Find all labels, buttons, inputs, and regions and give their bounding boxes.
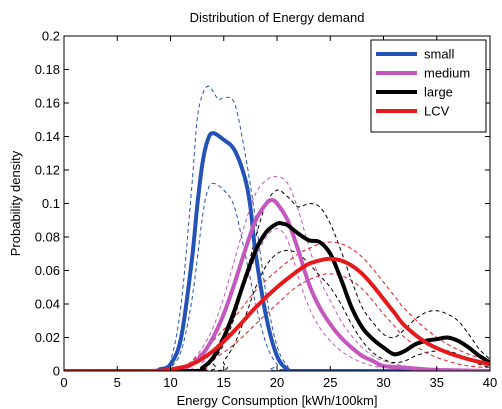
x-tick-label: 0 (60, 375, 67, 390)
legend-label-lcv: LCV (424, 104, 450, 119)
x-axis-label: Energy Consumption [kWh/100km] (177, 393, 378, 408)
band-lower-small (64, 182, 490, 371)
y-tick-label: 0 (53, 364, 60, 379)
y-axis-label: Probability density (8, 150, 23, 256)
y-tick-label: 0.02 (35, 330, 60, 345)
y-tick-label: 0.18 (35, 62, 60, 77)
x-tick-label: 25 (323, 375, 337, 390)
y-tick-label: 0.14 (35, 129, 60, 144)
band-lower-lcv (64, 273, 490, 371)
y-tick-label: 0.16 (35, 96, 60, 111)
x-tick-label: 35 (430, 375, 444, 390)
series-line-large (64, 220, 490, 371)
legend-label-medium: medium (424, 66, 470, 81)
y-tick-label: 0.2 (42, 29, 60, 44)
x-axis-ticks: 0 5 10 15 20 25 30 35 40 (60, 36, 497, 390)
chart-title: Distribution of Energy demand (190, 10, 365, 25)
x-tick-label: 20 (270, 375, 284, 390)
x-tick-label: 30 (376, 375, 390, 390)
x-tick-label: 40 (483, 375, 497, 390)
legend: small medium large LCV (370, 39, 487, 133)
legend-label-large: large (424, 85, 453, 100)
x-tick-label: 10 (163, 375, 177, 390)
x-tick-label: 15 (217, 375, 231, 390)
y-tick-label: 0.06 (35, 263, 60, 278)
legend-label-small: small (424, 47, 454, 62)
series-line-small (64, 131, 490, 371)
y-axis-ticks: 0 0.02 0.04 0.06 0.08 0.1 0.12 0.14 0.16 0.18 0.2 (35, 29, 490, 379)
series-lines (64, 131, 490, 371)
y-tick-label: 0.12 (35, 163, 60, 178)
x-tick-label: 5 (114, 375, 121, 390)
y-tick-label: 0.1 (42, 196, 60, 211)
band-upper-medium (64, 176, 490, 371)
series-line-lcv (64, 256, 490, 371)
y-tick-label: 0.04 (35, 297, 60, 312)
y-tick-label: 0.08 (35, 230, 60, 245)
